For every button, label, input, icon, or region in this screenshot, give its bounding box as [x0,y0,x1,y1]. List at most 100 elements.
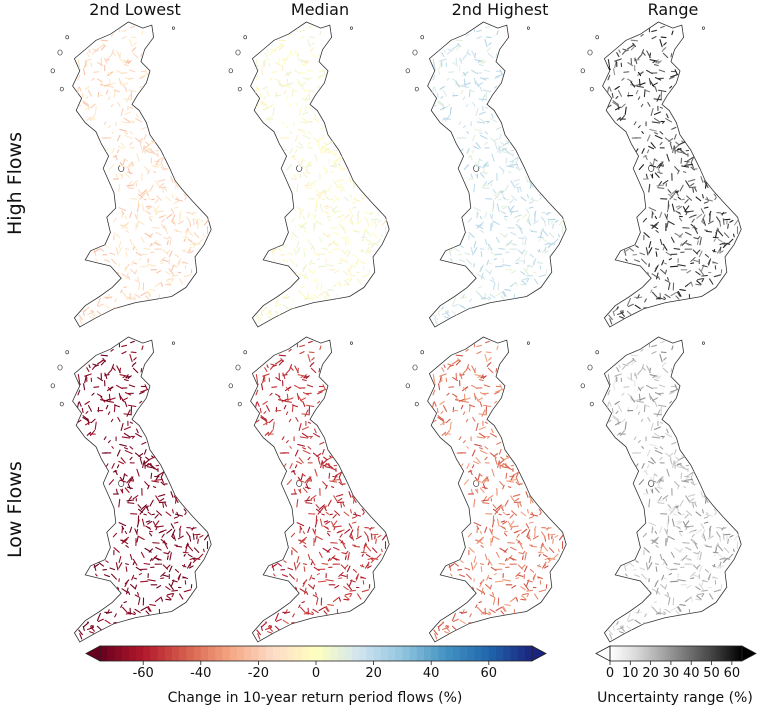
river-segment [659,526,663,534]
river-segment [133,262,138,265]
river-segment [110,573,117,580]
river-segment [150,472,153,479]
island [50,68,55,74]
river-segment [325,520,331,525]
river-segment [330,206,335,213]
river-segment [493,573,497,576]
river-segment [119,128,127,132]
river-segment [381,219,387,226]
river-segment [121,121,130,124]
river-segment [512,494,521,497]
river-segment [650,457,656,464]
river-segment [355,535,362,540]
river-segment [479,563,484,565]
river-segment [666,468,670,477]
river-segment [646,449,651,457]
river-segment [510,180,515,187]
river-segment [334,510,341,516]
river-segment [97,303,104,308]
river-segment [127,296,136,301]
river-segment [442,90,447,97]
river-segment [352,513,361,517]
river-segment [140,551,145,558]
river-segment [727,223,729,229]
colorbar-cell [215,646,223,661]
river-segment [548,232,555,239]
river-segment [637,294,640,299]
colorbar-cell [431,646,439,661]
river-segment [670,504,677,510]
river-segment [611,92,614,99]
river-segment [637,609,640,614]
river-segment [657,483,661,490]
river-segment [538,589,547,593]
river-segment [137,282,141,290]
river-segment [276,562,283,567]
river-segment [682,521,687,528]
river-segment [94,49,99,52]
river-segment [433,629,438,636]
river-segment [619,430,626,437]
river-segment [155,159,160,166]
river-segment [123,63,129,67]
river-segment [488,357,492,361]
river-segment [716,216,721,223]
river-segment [183,274,192,278]
river-segment [615,410,619,414]
river-segment [451,44,459,50]
river-segment [159,183,165,187]
river-segment [346,565,351,573]
river-segment [616,621,619,625]
river-segment [521,280,527,285]
river-segment [696,278,704,281]
river-segment [341,237,347,240]
river-segment [162,540,166,544]
river-segment [495,52,498,58]
river-segment [355,220,362,225]
river-segment [489,594,495,598]
river-segment [173,201,179,204]
river-segment [118,145,125,150]
river-segment [149,557,153,562]
river-segment [129,446,134,450]
river-segment [439,421,446,426]
river-segment [333,474,338,481]
river-segment [515,481,521,486]
river-segment [455,45,461,51]
river-segment [325,264,334,267]
river-segment [269,49,275,55]
river-segment [301,286,305,289]
colorbar-cell [114,646,123,661]
colorbar-cell [689,646,692,661]
river-segment [193,547,200,554]
river-segment [146,507,149,511]
river-segment [322,69,326,75]
river-segment [473,240,477,249]
river-segment [278,81,284,88]
river-segment [649,395,655,403]
river-segment [325,579,334,582]
river-segment [321,562,329,565]
river-segment [270,363,275,366]
river-segment [363,543,368,549]
river-segment [614,85,620,90]
river-segment [184,511,187,516]
river-segment [110,258,117,265]
colorbar-cell [713,646,717,661]
river-segment [485,351,492,354]
island [65,350,69,355]
map-panel [580,21,742,328]
river-segment [141,441,147,445]
river-segment [618,364,621,369]
river-segment [628,562,635,567]
river-segment [274,310,280,316]
river-segment [709,278,714,285]
river-segment [329,165,338,168]
river-segment [671,345,674,351]
river-segment [542,554,548,558]
river-segment [494,400,498,404]
river-segment [528,521,534,524]
river-segment [188,250,194,254]
river-segment [293,562,297,571]
river-segment [197,538,199,544]
